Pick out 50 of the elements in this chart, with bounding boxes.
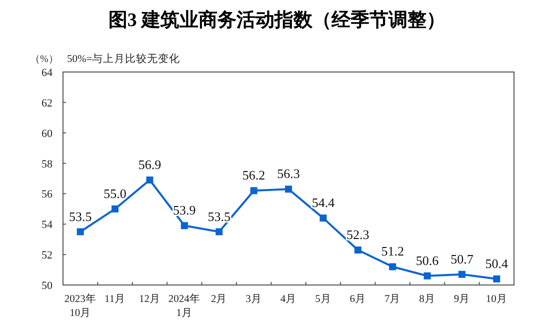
text: 50.4	[485, 256, 508, 271]
point	[285, 186, 292, 193]
y-tick-label: 60	[42, 128, 53, 140]
y-tick-label: 56	[42, 188, 53, 201]
text: 55.0	[104, 186, 126, 201]
point	[112, 205, 119, 212]
x-tick-label: 7月	[384, 293, 401, 305]
point	[180, 222, 188, 230]
x-tick-label: 12月	[138, 293, 160, 305]
x-tick-label: 10月	[486, 293, 508, 305]
point	[216, 228, 223, 236]
text: 56.9	[138, 157, 162, 172]
text: 53.5	[68, 208, 92, 224]
text: 50.7	[450, 251, 474, 266]
point	[493, 275, 500, 282]
text: 53.5	[208, 208, 230, 224]
text: 50%=与上月比较无变化	[67, 52, 180, 65]
x-tick-label: 11月	[104, 293, 126, 305]
point	[458, 270, 466, 278]
text: 51.2	[381, 244, 404, 259]
x-tick-label: 2024年1月	[168, 293, 200, 319]
y-axis-title: （%）	[30, 54, 58, 65]
x-tick-label: 9月	[454, 293, 470, 305]
point	[146, 176, 154, 184]
y-tick-label: 58	[42, 158, 53, 170]
y-tick-label: 62	[42, 97, 52, 110]
point	[389, 263, 396, 270]
y-tick-label: 52	[42, 250, 52, 262]
x-tick-label: 8月	[419, 293, 436, 305]
text: 52.3	[346, 227, 370, 242]
y-tick-label: 50	[42, 280, 53, 292]
y-tick-label: 64	[42, 67, 53, 79]
x-tick-label: 5月	[315, 293, 332, 305]
y-tick-label: 54	[42, 219, 53, 232]
x-tick-label: 2023年10月	[64, 293, 96, 319]
text: 56.3	[277, 166, 300, 182]
text: 53.9	[173, 202, 196, 218]
point	[424, 272, 431, 280]
x-tick-label: 2月	[210, 293, 228, 305]
text: 54.4	[312, 195, 335, 210]
text: 50.6	[416, 252, 439, 268]
x-tick-label: 4月	[280, 293, 297, 305]
point	[354, 246, 362, 254]
point	[76, 228, 84, 236]
point	[320, 214, 327, 222]
point	[250, 187, 258, 194]
chart-title: 图3 建筑业商务活动指数（经季节调整）	[108, 9, 446, 31]
x-tick-label: 3月	[246, 293, 262, 305]
x-tick-label: 6月	[350, 293, 366, 305]
text: 56.2	[242, 168, 266, 183]
